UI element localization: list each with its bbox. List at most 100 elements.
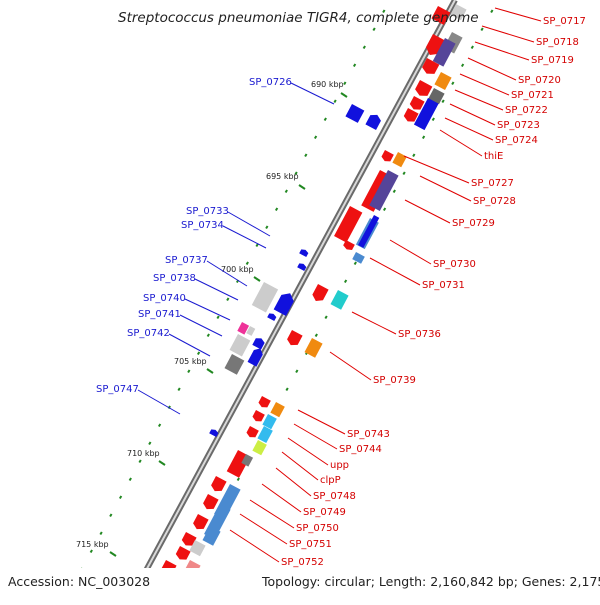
gene-label-right[interactable]: SP_0719 (531, 55, 574, 66)
reverse-gene (209, 429, 219, 438)
reverse-gene (252, 338, 265, 350)
kbp-tick (253, 276, 261, 282)
gene-label-right[interactable]: SP_0724 (495, 135, 538, 146)
kbp-label: 690 kbp (311, 80, 344, 89)
forward-gene (330, 290, 349, 310)
connector-line (297, 409, 346, 435)
connector-line (194, 278, 239, 301)
tick-dot (285, 387, 289, 392)
gene-label-right[interactable]: SP_0723 (497, 120, 540, 131)
tick-dot (314, 333, 318, 338)
connector-line (467, 57, 517, 81)
gene-label-right[interactable]: SP_0728 (473, 196, 516, 207)
forward-gene (352, 252, 365, 264)
tick-dot (89, 549, 93, 554)
gene-label-right[interactable]: SP_0752 (281, 557, 324, 568)
forward-gene (252, 440, 267, 456)
tick-dot (333, 99, 337, 104)
tick-dot (294, 171, 298, 176)
gene-label-right[interactable]: SP_0730 (433, 259, 476, 270)
gene-label-left[interactable]: SP_0737 (165, 255, 208, 266)
tick-dot (177, 387, 181, 392)
tick-dot (353, 261, 357, 266)
tick-dot (304, 153, 308, 158)
connector-line (329, 351, 372, 381)
gene-label-right[interactable]: SP_0750 (296, 523, 339, 534)
connector-line (275, 467, 312, 497)
gene-label-right[interactable]: SP_0749 (303, 507, 346, 518)
forward-gene (403, 108, 419, 122)
connector-line (179, 314, 223, 337)
tick-dot (421, 135, 426, 140)
gene-label-left[interactable]: SP_0740 (143, 293, 186, 304)
gene-label-right[interactable]: SP_0731 (422, 280, 465, 291)
accession-text: Accession: NC_003028 (8, 574, 150, 589)
tick-dot (402, 171, 406, 176)
tick-dot (490, 9, 494, 14)
connector-line (494, 7, 542, 22)
tick-dot (441, 99, 445, 104)
forward-gene (413, 98, 439, 131)
tick-dot (372, 27, 376, 32)
gene-label-left[interactable]: SP_0738 (153, 273, 196, 284)
tick-dot (382, 9, 386, 14)
footer-band (0, 568, 600, 600)
reverse-gene (273, 293, 294, 316)
gene-label-left[interactable]: SP_0726 (249, 77, 292, 88)
gene-label-right[interactable]: SP_0751 (289, 539, 332, 550)
gene-label-right[interactable]: SP_0744 (339, 444, 382, 455)
tick-dot (412, 153, 416, 158)
kbp-tick (109, 551, 117, 557)
gene-label-right[interactable]: SP_0722 (505, 105, 548, 116)
kbp-label: 705 kbp (174, 357, 207, 366)
gene-label-left[interactable]: SP_0742 (127, 328, 170, 339)
tick-dot (236, 477, 240, 482)
gene-label-right[interactable]: thiE (484, 151, 503, 162)
forward-gene (202, 526, 221, 546)
forward-gene (262, 414, 277, 430)
forward-gene (343, 240, 355, 250)
tick-dot (324, 315, 328, 320)
tick-dot (265, 225, 269, 230)
gene-label-left[interactable]: SP_0734 (181, 220, 224, 231)
gene-label-left[interactable]: SP_0733 (186, 206, 229, 217)
forward-gene (431, 6, 451, 25)
gene-label-right[interactable]: SP_0736 (398, 329, 441, 340)
forward-gene (193, 514, 209, 530)
tick-dot (109, 513, 113, 518)
forward-gene (358, 215, 380, 248)
forward-gene (257, 426, 273, 444)
gene-label-right[interactable]: SP_0729 (452, 218, 495, 229)
connector-line (239, 513, 288, 545)
gene-label-right[interactable]: SP_0743 (347, 429, 390, 440)
gene-label-right[interactable]: SP_0717 (543, 16, 586, 27)
connector-line (137, 389, 181, 415)
tick-dot (343, 279, 348, 284)
connector-line (290, 82, 335, 105)
kbp-label: 695 kbp (266, 172, 299, 181)
gene-label-right[interactable]: SP_0739 (373, 375, 416, 386)
forward-gene (252, 410, 265, 422)
gene-label-right[interactable]: SP_0748 (313, 491, 356, 502)
kbp-label: 710 kbp (127, 449, 160, 458)
kbp-scale: 690 kbp 695 kbp 700 kbp 705 kbp 710 kbp … (76, 80, 348, 557)
gene-label-right[interactable]: clpP (320, 475, 341, 486)
tick-dot (343, 81, 347, 86)
forward-gene (334, 206, 363, 243)
connector-line (419, 175, 472, 202)
tick-dot (216, 315, 220, 320)
gene-label-right[interactable]: SP_0727 (471, 178, 514, 189)
forward-gene (409, 96, 425, 110)
gene-label-right[interactable]: upp (330, 460, 349, 471)
gene-label-right[interactable]: SP_0720 (518, 75, 561, 86)
gene-label-left[interactable]: SP_0747 (96, 384, 139, 395)
reverse-gene (251, 282, 279, 313)
connector-line (459, 73, 510, 96)
gene-label-right[interactable]: SP_0721 (511, 90, 554, 101)
kbp-tick (206, 368, 214, 374)
label-connectors (137, 7, 542, 563)
connector-line (439, 129, 483, 157)
gene-label-right[interactable]: SP_0718 (536, 37, 579, 48)
gene-label-left[interactable]: SP_0741 (138, 309, 181, 320)
